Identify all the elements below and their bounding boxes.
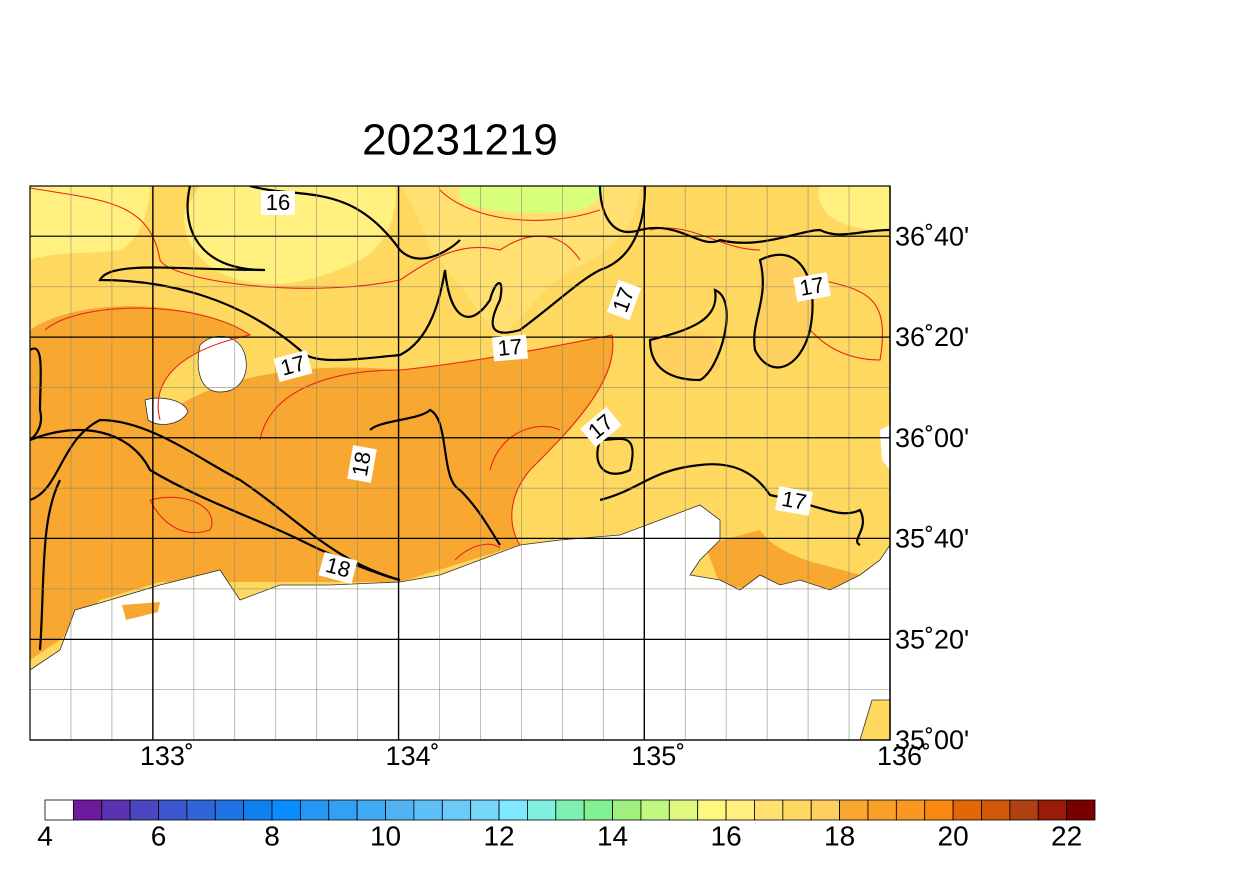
x-tick-label: 133˚ — [140, 741, 194, 771]
contour-label: 16 — [261, 190, 295, 215]
colorbar-box — [810, 799, 840, 821]
colorbar-box — [583, 799, 613, 821]
map-frame — [29, 185, 891, 741]
colorbar-box — [782, 799, 812, 821]
colorbar-box — [300, 799, 330, 821]
colorbar-box — [158, 799, 188, 821]
contour-label: 17 — [793, 272, 831, 302]
colorbar-box — [186, 799, 216, 821]
colorbar-box — [385, 799, 415, 821]
label-box — [580, 406, 622, 448]
colorbar-box — [981, 799, 1011, 821]
colorbar-box — [640, 799, 670, 821]
colorbar-box — [1037, 799, 1068, 821]
colorbar-box — [668, 799, 699, 821]
colorbar-tick-label: 22 — [1051, 820, 1082, 851]
contour-label: 17 — [775, 486, 813, 516]
contour-label: 18 — [318, 552, 358, 584]
colorbar-box — [612, 799, 642, 821]
contour-value: 17 — [497, 334, 524, 361]
contour-value: 17 — [780, 486, 808, 515]
colorbar-box — [555, 799, 585, 821]
colorbar-tick-label: 10 — [370, 820, 401, 851]
colorbar-tick-label: 18 — [824, 820, 855, 851]
x-tick-label: 134˚ — [386, 741, 440, 771]
label-box — [318, 552, 358, 584]
title: 20231219 — [362, 116, 558, 165]
colorbar-tick-label: 12 — [483, 820, 514, 851]
y-tick-label: 36˚20' — [895, 322, 969, 352]
x-tick-label: 136˚ — [877, 741, 931, 771]
colorbar-box — [470, 799, 500, 821]
colorbar-box — [271, 799, 301, 821]
colorbar-box — [441, 799, 472, 821]
colorbar-box — [44, 799, 74, 821]
colorbar-box — [697, 799, 727, 821]
colorbar-box — [839, 799, 869, 821]
contour-value: 16 — [266, 190, 290, 215]
contour-label: 18 — [347, 445, 377, 483]
sst-field — [30, 186, 890, 740]
colorbar-box — [356, 799, 386, 821]
colorbar-box — [129, 799, 159, 821]
label-box — [606, 279, 642, 321]
y-tick-label: 35˚40' — [895, 524, 969, 554]
colorbar-box — [72, 799, 103, 821]
label-box — [492, 334, 528, 362]
contour-value: 17 — [798, 272, 826, 301]
y-tick-label: 35˚20' — [895, 624, 969, 654]
colorbar-box — [924, 799, 954, 821]
colorbar-tick-label: 6 — [151, 820, 167, 851]
colorbar-tick-label: 8 — [264, 820, 280, 851]
colorbar-box — [498, 799, 528, 821]
x-tick-label: 135˚ — [631, 741, 685, 771]
contour-label: 17 — [273, 350, 313, 382]
colorbar-box — [725, 799, 755, 821]
colorbar-box — [1009, 799, 1039, 821]
label-box — [793, 272, 831, 302]
y-tick-label: 35˚00' — [895, 725, 969, 755]
y-tick-label: 36˚40' — [895, 221, 969, 251]
label-box — [273, 350, 313, 382]
colorbar-box — [527, 799, 557, 821]
colorbar-box — [243, 799, 273, 821]
label-box — [775, 486, 813, 516]
colorbar-box — [952, 799, 982, 821]
label-box — [347, 445, 377, 483]
colorbar-box — [1066, 799, 1096, 821]
colorbar-box — [101, 799, 131, 821]
colorbar-box — [214, 799, 245, 821]
colorbar-box — [413, 799, 443, 821]
colorbar-box — [328, 799, 358, 821]
colorbar: 4 6 8 10 12 14 16 18 20 22 — [37, 799, 1096, 851]
colorbar-box — [895, 799, 926, 821]
label-box — [261, 191, 295, 215]
colorbar-box — [754, 799, 784, 821]
y-tick-label: 36˚00' — [895, 423, 969, 453]
colorbar-tick-label: 14 — [597, 820, 628, 851]
colorbar-tick-label: 4 — [37, 820, 53, 851]
contour-label: 17 — [492, 334, 528, 362]
colorbar-box — [867, 799, 897, 821]
contour-value: 18 — [347, 450, 376, 478]
colorbar-tick-label: 20 — [938, 820, 969, 851]
colorbar-tick-label: 16 — [711, 820, 742, 851]
